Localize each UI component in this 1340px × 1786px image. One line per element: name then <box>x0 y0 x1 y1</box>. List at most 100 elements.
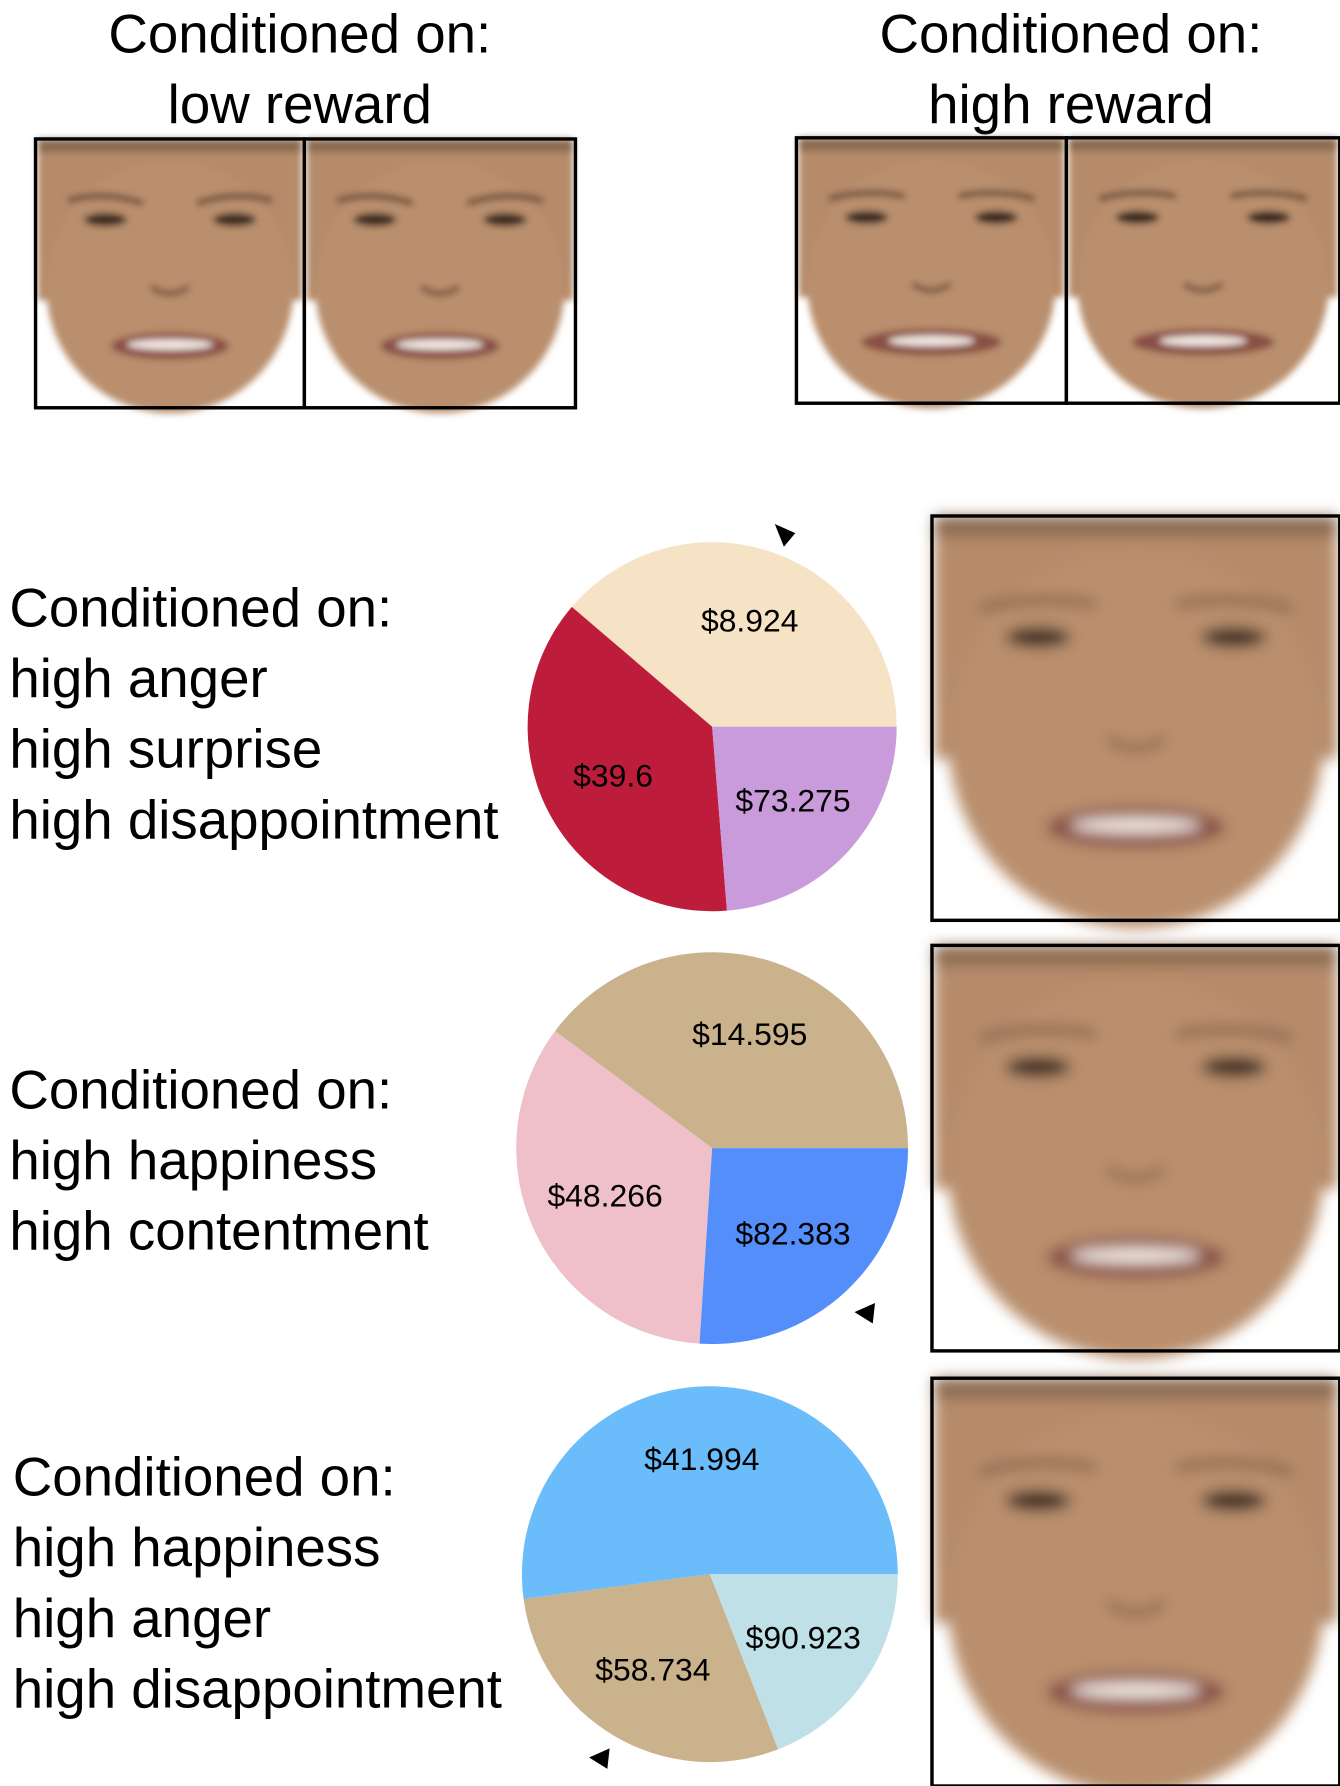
eye <box>974 210 1018 225</box>
nose <box>1105 736 1167 752</box>
wheel-segment <box>523 1574 779 1763</box>
eye <box>1005 1490 1071 1511</box>
face-drawing <box>1068 137 1338 409</box>
wheel-label: $14.595 <box>692 1016 807 1052</box>
hair <box>1068 137 1338 152</box>
row-condition: high disappointment <box>13 1658 502 1719</box>
hair <box>934 945 1338 966</box>
wheel-pointer <box>774 523 796 547</box>
wheel-segment <box>527 606 727 912</box>
hair <box>934 1378 1338 1399</box>
face-drawing <box>934 1378 1338 1786</box>
nose <box>419 284 461 297</box>
panel-condition: high reward <box>928 74 1214 135</box>
brow <box>466 193 544 207</box>
row-condition: high anger <box>13 1588 271 1649</box>
eye <box>1005 1056 1071 1078</box>
eye <box>1201 627 1267 648</box>
brow <box>828 189 905 202</box>
brow <box>1176 1459 1292 1475</box>
wheel-label: $8.924 <box>701 602 799 638</box>
row-condition: high happiness <box>13 1517 381 1578</box>
wheel-label: $48.266 <box>547 1178 662 1214</box>
wheel-pointer <box>589 1748 610 1769</box>
eye <box>353 212 397 227</box>
nose <box>149 284 191 297</box>
teeth <box>888 335 975 347</box>
brow <box>957 189 1035 202</box>
wheel-segment <box>699 1148 909 1345</box>
brow <box>336 193 414 207</box>
face-image <box>33 137 307 414</box>
brow <box>1176 1026 1292 1042</box>
row-condition: high disappointment <box>9 789 498 850</box>
hair <box>306 138 574 153</box>
eye <box>1201 1490 1267 1511</box>
teeth <box>1070 1247 1202 1264</box>
brow <box>67 193 145 207</box>
eye <box>83 212 127 227</box>
teeth <box>1070 1682 1202 1699</box>
wheel-label: $39.6 <box>573 757 653 793</box>
hair <box>37 138 303 153</box>
eye <box>1246 210 1291 225</box>
teeth <box>1159 335 1247 347</box>
wheel-segment <box>555 952 909 1149</box>
wheel-segment <box>571 542 897 727</box>
face-image <box>930 943 1340 1360</box>
face-image <box>1064 136 1340 409</box>
wheel-label: $90.923 <box>746 1620 861 1656</box>
brow <box>980 1459 1096 1475</box>
brow <box>1098 189 1177 202</box>
face-image <box>302 137 578 414</box>
hair <box>934 515 1338 537</box>
wheel-label: $41.994 <box>644 1441 759 1477</box>
panel-heading: Conditioned on: <box>108 3 491 64</box>
face-image <box>794 136 1069 409</box>
wheel-label: $82.383 <box>735 1215 850 1251</box>
row-condition: high anger <box>9 648 267 709</box>
teeth <box>396 339 484 350</box>
face-drawing <box>934 945 1338 1360</box>
face-drawing <box>934 515 1338 929</box>
eye <box>845 210 889 225</box>
wheel-segment <box>709 1574 898 1750</box>
wheel-pointer <box>854 1303 876 1324</box>
wheel-segment <box>521 1386 898 1599</box>
eye <box>483 212 527 227</box>
face-drawing <box>798 137 1065 409</box>
eye <box>1201 1056 1267 1078</box>
brow <box>1176 596 1292 612</box>
brow <box>1229 189 1308 202</box>
eye <box>212 212 256 227</box>
teeth <box>126 339 213 350</box>
wheel-segment <box>516 1031 713 1344</box>
face-drawing <box>37 138 303 414</box>
face-drawing <box>306 138 574 414</box>
panel-heading: Conditioned on: <box>879 3 1262 64</box>
row-condition: high surprise <box>9 719 322 780</box>
wheel-label: $58.734 <box>595 1652 710 1688</box>
row-condition: high happiness <box>9 1130 377 1191</box>
wheel-segment <box>712 726 897 911</box>
panel-condition: low reward <box>168 74 432 135</box>
wheel-label: $73.275 <box>735 782 850 818</box>
brow <box>980 1026 1096 1042</box>
row-heading: Conditioned on: <box>9 1059 392 1120</box>
row-heading: Conditioned on: <box>13 1447 396 1508</box>
nose <box>1105 1600 1167 1616</box>
nose <box>910 281 952 294</box>
row-condition: high contentment <box>9 1201 428 1262</box>
face-image <box>930 1376 1340 1786</box>
nose <box>1182 281 1224 294</box>
nose <box>1105 1166 1167 1182</box>
eye <box>1115 210 1160 225</box>
frame <box>302 137 578 410</box>
brow <box>980 596 1096 612</box>
hair <box>798 137 1065 152</box>
eye <box>1005 627 1071 648</box>
teeth <box>1070 817 1202 834</box>
face-image <box>930 514 1340 929</box>
